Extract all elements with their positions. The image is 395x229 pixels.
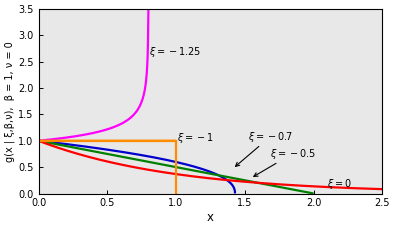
Text: $\xi = -1.25$: $\xi = -1.25$ xyxy=(149,45,201,59)
Text: $\xi = -0.7$: $\xi = -0.7$ xyxy=(235,130,293,166)
Text: $\xi = -0.5$: $\xi = -0.5$ xyxy=(254,147,316,176)
Text: $\xi = 0$: $\xi = 0$ xyxy=(327,177,352,191)
Y-axis label: g(x | ξ,β,ν),  β = 1, ν = 0: g(x | ξ,β,ν), β = 1, ν = 0 xyxy=(5,41,15,161)
Text: $\xi = -1$: $\xi = -1$ xyxy=(177,131,214,145)
X-axis label: x: x xyxy=(207,211,214,224)
